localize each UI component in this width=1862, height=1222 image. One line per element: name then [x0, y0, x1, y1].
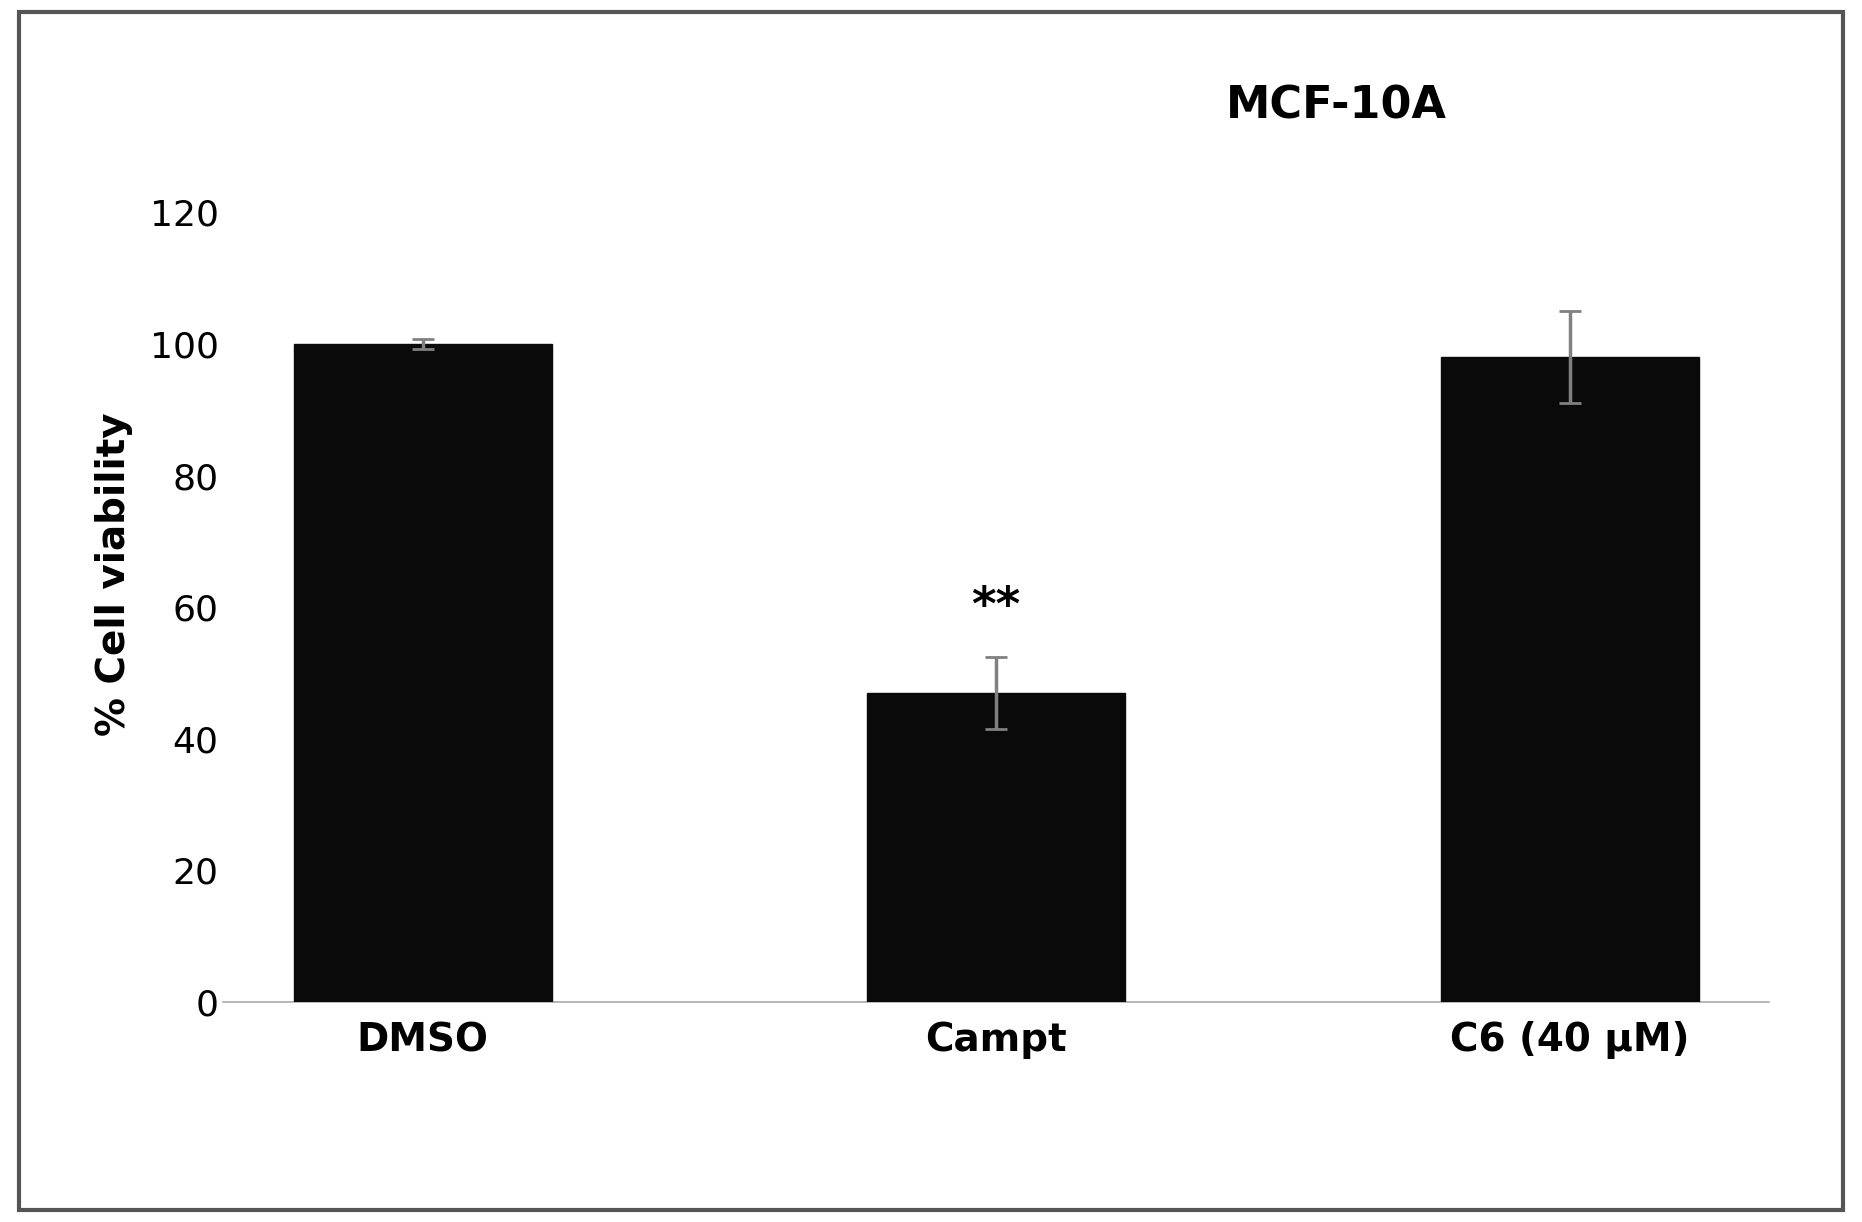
Bar	[1441, 357, 1698, 1002]
Bar	[294, 345, 551, 1002]
Text: **: **	[972, 585, 1020, 631]
Bar	[868, 693, 1125, 1002]
Y-axis label: % Cell viability: % Cell viability	[95, 413, 132, 736]
Title: MCF-10A: MCF-10A	[1225, 84, 1447, 128]
